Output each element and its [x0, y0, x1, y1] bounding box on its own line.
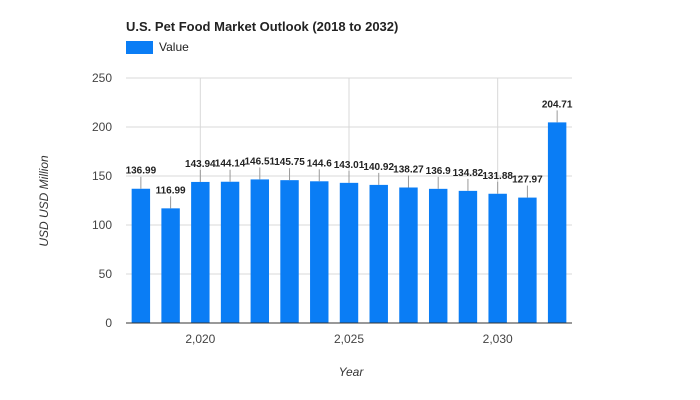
data-label: 136.9 [426, 166, 451, 177]
data-label: 143.01 [334, 160, 365, 171]
axis-layer: 0 50 100 150 200 250 2,020 2,025 2,030 [92, 71, 572, 346]
data-label-layer: 136.99 116.99 143.94 144.14 146.51 145.75 144.… [126, 99, 573, 209]
bar[interactable] [428, 188, 448, 323]
data-label: 134.82 [453, 168, 484, 179]
bar[interactable] [131, 188, 151, 323]
legend-swatch [126, 40, 153, 54]
y-tick-label: 0 [105, 316, 112, 330]
y-axis-title: USD USD Million [37, 155, 51, 247]
bar-layer [131, 122, 567, 323]
bar[interactable] [310, 181, 329, 323]
bar[interactable] [280, 180, 299, 323]
x-tick-label: 2,020 [185, 332, 215, 346]
bar[interactable] [458, 190, 478, 323]
data-label: 144.14 [215, 159, 246, 170]
data-label: 144.6 [307, 158, 332, 169]
bar[interactable] [547, 122, 567, 323]
bar[interactable] [518, 197, 537, 323]
bar[interactable] [369, 184, 388, 323]
bar[interactable] [250, 179, 270, 323]
y-tick-label: 150 [92, 169, 112, 183]
data-label: 204.71 [542, 99, 573, 110]
bar[interactable] [488, 193, 507, 323]
y-tick-label: 250 [92, 71, 112, 85]
data-label: 138.27 [393, 164, 424, 175]
legend-label: Value [159, 40, 189, 54]
data-label: 146.51 [245, 156, 276, 167]
data-label: 131.88 [482, 171, 513, 182]
y-tick-label: 50 [99, 267, 113, 281]
data-label: 127.97 [512, 175, 543, 186]
bar[interactable] [161, 208, 180, 323]
data-label: 143.94 [185, 159, 216, 170]
x-tick-label: 2,025 [334, 332, 364, 346]
bar[interactable] [399, 187, 418, 323]
y-tick-label: 200 [92, 120, 112, 134]
bar[interactable] [191, 181, 210, 323]
legend[interactable]: Value [126, 40, 189, 54]
x-axis-title: Year [339, 365, 365, 379]
y-tick-label: 100 [92, 218, 112, 232]
data-label: 136.99 [126, 166, 157, 177]
data-label: 116.99 [156, 185, 186, 196]
x-tick-label: 2,030 [483, 332, 513, 346]
bar[interactable] [339, 182, 359, 323]
data-label: 145.75 [274, 157, 305, 168]
bar[interactable] [220, 181, 240, 323]
chart-title: U.S. Pet Food Market Outlook (2018 to 20… [126, 19, 399, 34]
data-label: 140.92 [363, 162, 394, 173]
